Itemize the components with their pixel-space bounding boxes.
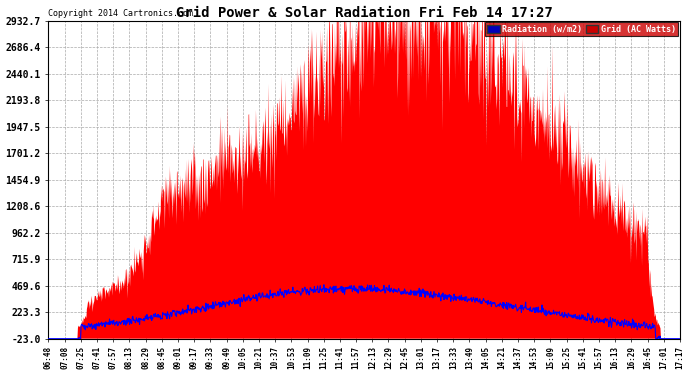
Text: Copyright 2014 Cartronics.com: Copyright 2014 Cartronics.com: [48, 9, 193, 18]
Legend: Radiation (w/m2), Grid (AC Watts): Radiation (w/m2), Grid (AC Watts): [485, 22, 678, 36]
Title: Grid Power & Solar Radiation Fri Feb 14 17:27: Grid Power & Solar Radiation Fri Feb 14 …: [176, 6, 553, 20]
